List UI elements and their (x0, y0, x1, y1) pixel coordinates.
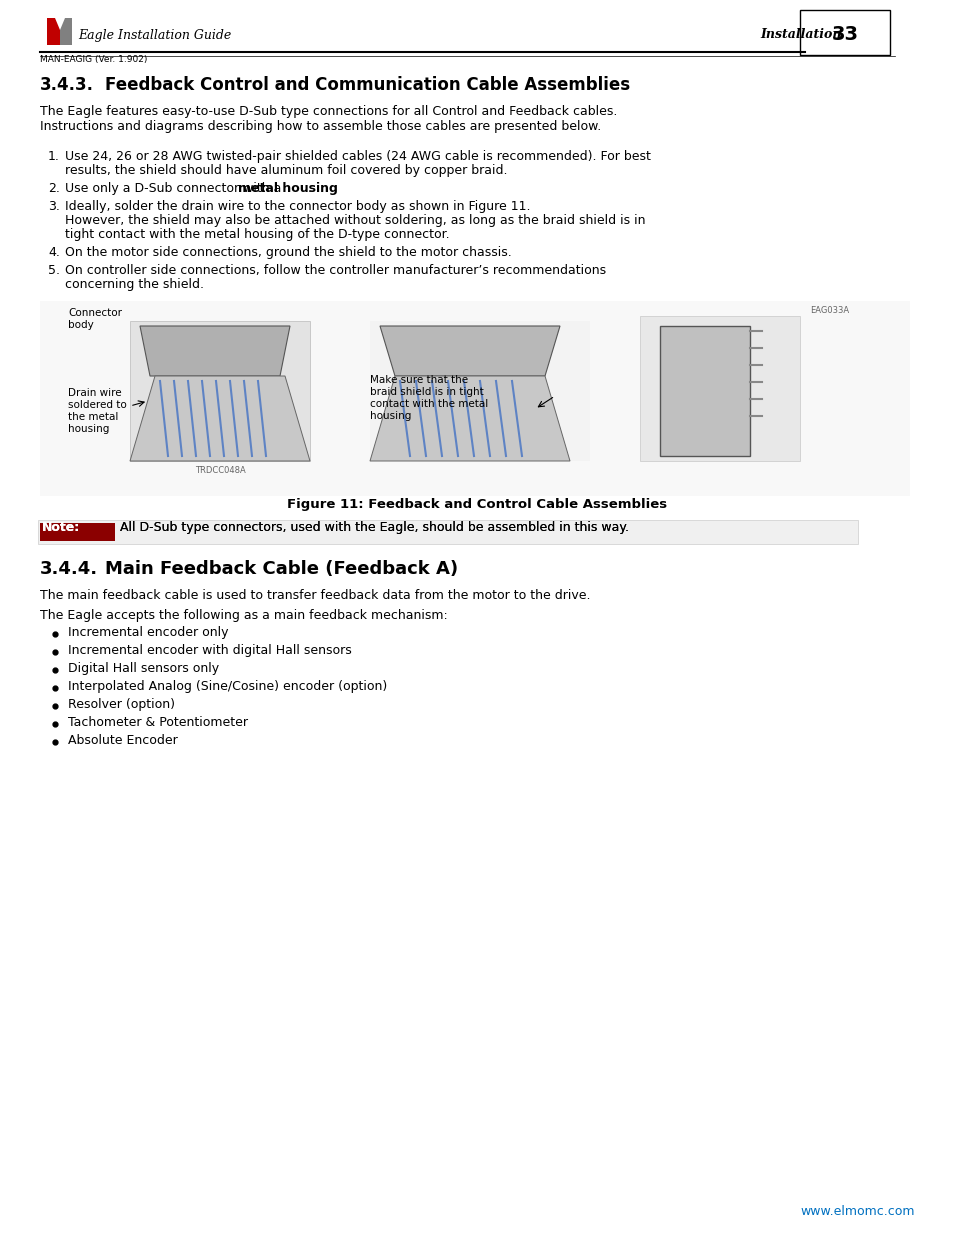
Text: Incremental encoder only: Incremental encoder only (68, 626, 229, 638)
Text: TRDCC048A: TRDCC048A (194, 466, 246, 475)
Bar (800, 10, 889, 56)
Text: Use only a D-Sub connector with a: Use only a D-Sub connector with a (65, 182, 285, 195)
Bar (370, 321, 589, 461)
Text: Ideally, solder the drain wire to the connector body as shown in Figure 11.: Ideally, solder the drain wire to the co… (65, 200, 530, 212)
Text: EAG033A: EAG033A (809, 306, 848, 315)
Bar (659, 326, 749, 456)
Text: soldered to: soldered to (68, 400, 127, 410)
Text: Resolver (option): Resolver (option) (68, 698, 174, 711)
Bar (639, 316, 800, 461)
Text: Eagle Installation Guide: Eagle Installation Guide (78, 28, 231, 42)
Text: braid shield is in tight: braid shield is in tight (370, 387, 483, 396)
Text: Note:: Note: (42, 521, 80, 534)
Polygon shape (140, 326, 290, 375)
Text: Instructions and diagrams describing how to assemble those cables are presented : Instructions and diagrams describing how… (40, 120, 600, 133)
Text: Digital Hall sensors only: Digital Hall sensors only (68, 662, 219, 676)
Text: 3.: 3. (48, 200, 60, 212)
Text: The Eagle features easy-to-use D-Sub type connections for all Control and Feedba: The Eagle features easy-to-use D-Sub typ… (40, 105, 617, 119)
Text: All D-Sub type connectors, used with the Eagle, should be assembled in this way.: All D-Sub type connectors, used with the… (120, 521, 628, 534)
Text: 5.: 5. (48, 264, 60, 277)
Bar (38, 520, 857, 543)
Text: Installation: Installation (760, 28, 841, 42)
Text: Connector: Connector (68, 308, 122, 317)
Bar (130, 321, 310, 461)
Text: 33: 33 (831, 26, 858, 44)
Text: However, the shield may also be attached without soldering, as long as the braid: However, the shield may also be attached… (65, 214, 645, 227)
Text: Main Feedback Cable (Feedback A): Main Feedback Cable (Feedback A) (105, 559, 457, 578)
Text: body: body (68, 320, 93, 330)
Polygon shape (55, 19, 65, 30)
Bar (40, 522, 115, 541)
Polygon shape (47, 19, 60, 44)
Bar (40, 301, 909, 496)
Polygon shape (60, 19, 71, 44)
Text: The Eagle accepts the following as a main feedback mechanism:: The Eagle accepts the following as a mai… (40, 609, 447, 622)
Text: Figure 11: Feedback and Control Cable Assemblies: Figure 11: Feedback and Control Cable As… (287, 498, 666, 511)
Text: 3.4.4.: 3.4.4. (40, 559, 98, 578)
Text: Incremental encoder with digital Hall sensors: Incremental encoder with digital Hall se… (68, 643, 352, 657)
Text: Interpolated Analog (Sine/Cosine) encoder (option): Interpolated Analog (Sine/Cosine) encode… (68, 680, 387, 693)
Text: Drain wire: Drain wire (68, 388, 121, 398)
Text: Make sure that the: Make sure that the (370, 375, 468, 385)
Text: concerning the shield.: concerning the shield. (65, 278, 204, 291)
Polygon shape (130, 375, 310, 461)
Text: the metal: the metal (68, 412, 118, 422)
Text: Use only a D-Sub connector with a: Use only a D-Sub connector with a (65, 182, 285, 195)
Text: The main feedback cable is used to transfer feedback data from the motor to the : The main feedback cable is used to trans… (40, 589, 590, 601)
Text: tight contact with the metal housing of the D-type connector.: tight contact with the metal housing of … (65, 228, 449, 241)
Text: 4.: 4. (48, 246, 60, 259)
Text: Tachometer & Potentiometer: Tachometer & Potentiometer (68, 716, 248, 729)
Text: Absolute Encoder: Absolute Encoder (68, 734, 177, 747)
Text: contact with the metal: contact with the metal (370, 399, 488, 409)
Text: All D-Sub type connectors, used with the Eagle, should be assembled in this way.: All D-Sub type connectors, used with the… (120, 521, 628, 534)
Polygon shape (379, 326, 559, 375)
Polygon shape (370, 375, 569, 461)
Text: .: . (307, 182, 311, 195)
Text: housing: housing (68, 424, 110, 433)
Text: 3.4.3.: 3.4.3. (40, 77, 94, 94)
Bar (40, 522, 115, 541)
Text: On controller side connections, follow the controller manufacturer’s recommendat: On controller side connections, follow t… (65, 264, 605, 277)
Text: Use 24, 26 or 28 AWG twisted-pair shielded cables (24 AWG cable is recommended).: Use 24, 26 or 28 AWG twisted-pair shield… (65, 149, 650, 163)
Text: 2.: 2. (48, 182, 60, 195)
Text: results, the shield should have aluminum foil covered by copper braid.: results, the shield should have aluminum… (65, 164, 507, 177)
Text: 1.: 1. (48, 149, 60, 163)
Text: Feedback Control and Communication Cable Assemblies: Feedback Control and Communication Cable… (105, 77, 630, 94)
Text: www.elmomc.com: www.elmomc.com (800, 1205, 914, 1218)
Text: housing: housing (370, 411, 411, 421)
Text: MAN-EAGIG (Ver. 1.902): MAN-EAGIG (Ver. 1.902) (40, 56, 147, 64)
Text: On the motor side connections, ground the shield to the motor chassis.: On the motor side connections, ground th… (65, 246, 511, 259)
Text: metal housing: metal housing (238, 182, 338, 195)
Text: Note:: Note: (42, 521, 80, 534)
